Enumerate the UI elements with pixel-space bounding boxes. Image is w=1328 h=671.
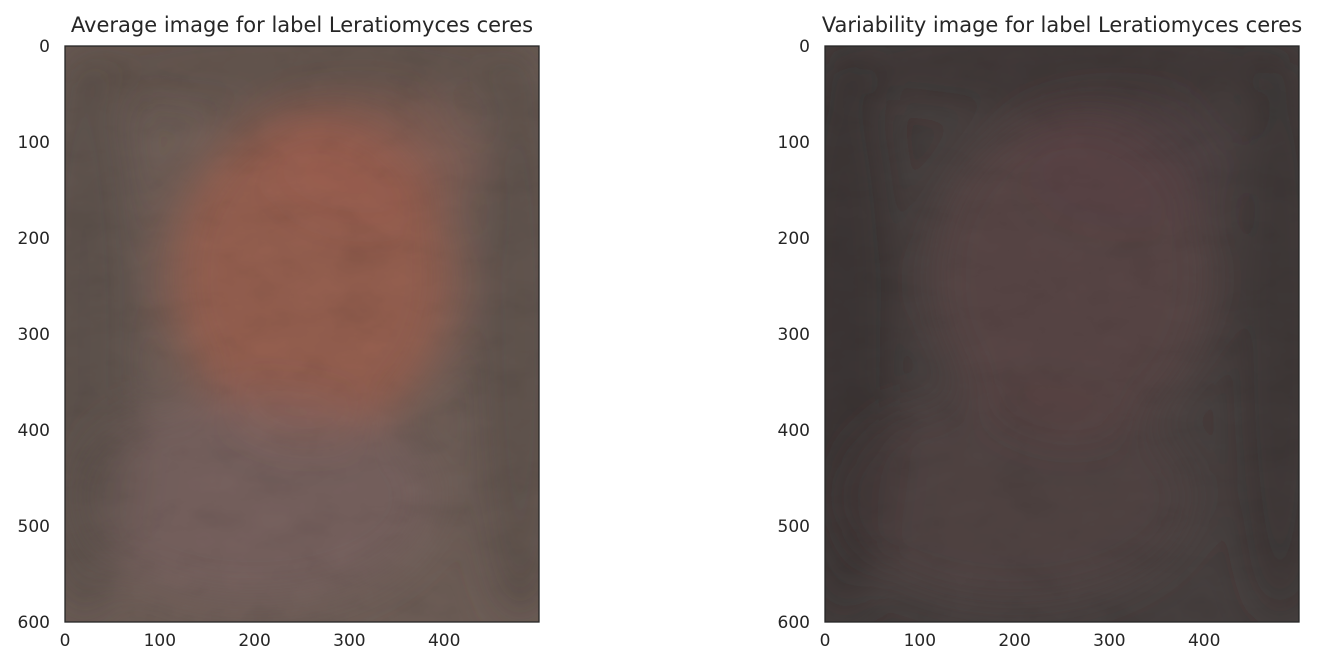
average-image-panel: Average image for label Leratiomyces cer… [18,13,540,651]
variability-image-title: Variability image for label Leratiomyces… [822,13,1302,37]
average-image-y-tick-label: 300 [18,325,50,345]
variability-image-x-axis: 0 100 200 300 400 [820,631,1221,651]
variability-image-y-axis: 0 100 200 300 400 500 600 [778,37,810,633]
average-image-x-tick-label: 0 [60,631,71,651]
average-image-texture [65,46,539,622]
variability-image-y-tick-label: 400 [778,421,810,441]
variability-image-x-tick-label: 300 [1093,631,1125,651]
variability-image-y-tick-label: 500 [778,517,810,537]
variability-image-x-tick-label: 400 [1188,631,1220,651]
average-image-y-axis: 0 100 200 300 400 500 600 [18,37,50,633]
average-image-x-tick-label: 400 [428,631,460,651]
variability-image-y-tick-label: 300 [778,325,810,345]
variability-image-x-tick-label: 0 [820,631,831,651]
average-image-y-tick-label: 600 [18,613,50,633]
variability-image-pixels [825,46,1299,622]
variability-image-y-tick-label: 200 [778,229,810,249]
average-image-y-tick-label: 0 [39,37,50,57]
average-image-frame [64,45,540,623]
average-image-y-tick-label: 400 [18,421,50,441]
average-image-title: Average image for label Leratiomyces cer… [71,13,533,37]
average-image-y-tick-label: 200 [18,229,50,249]
variability-image-y-tick-label: 100 [778,133,810,153]
average-image-x-tick-label: 300 [333,631,365,651]
average-image-y-tick-label: 100 [18,133,50,153]
average-image-pixels [65,46,539,622]
variability-image-x-tick-label: 100 [904,631,936,651]
variability-image [825,46,1299,622]
variability-image-frame [824,45,1300,623]
average-image-x-tick-label: 100 [144,631,176,651]
variability-image-panel: Variability image for label Leratiomyces… [778,13,1303,651]
average-image-x-tick-label: 200 [238,631,270,651]
variability-image-texture [825,46,1299,622]
average-image-y-tick-label: 500 [18,517,50,537]
variability-image-y-tick-label: 600 [778,613,810,633]
average-image [65,46,539,622]
average-image-x-axis: 0 100 200 300 400 [60,631,461,651]
variability-image-y-tick-label: 0 [799,37,810,57]
variability-image-x-tick-label: 200 [998,631,1030,651]
